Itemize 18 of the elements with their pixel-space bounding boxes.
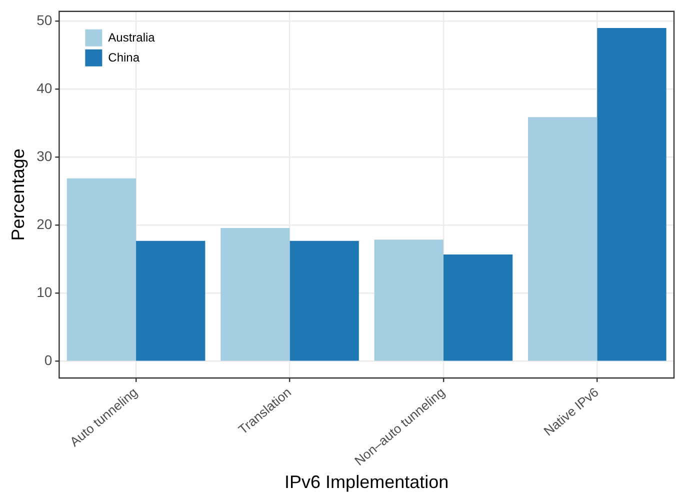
y-tick-label: 50 (36, 12, 52, 28)
y-tick-label: 40 (36, 80, 52, 96)
bar (528, 117, 598, 361)
bar (374, 240, 444, 361)
bar (220, 228, 290, 361)
y-tick-label: 0 (44, 352, 52, 368)
y-axis-title: Percentage (8, 148, 28, 241)
legend-label: China (108, 50, 140, 65)
y-tick-label: 10 (36, 284, 52, 300)
bar (443, 254, 513, 361)
x-axis-title: IPv6 Implementation (284, 472, 449, 492)
bar (136, 240, 206, 361)
legend-label: Australia (108, 30, 156, 45)
bar (597, 28, 666, 361)
y-tick-label: 20 (36, 216, 52, 232)
bar (66, 178, 136, 361)
bar (290, 240, 359, 361)
y-tick-label: 30 (36, 148, 52, 164)
